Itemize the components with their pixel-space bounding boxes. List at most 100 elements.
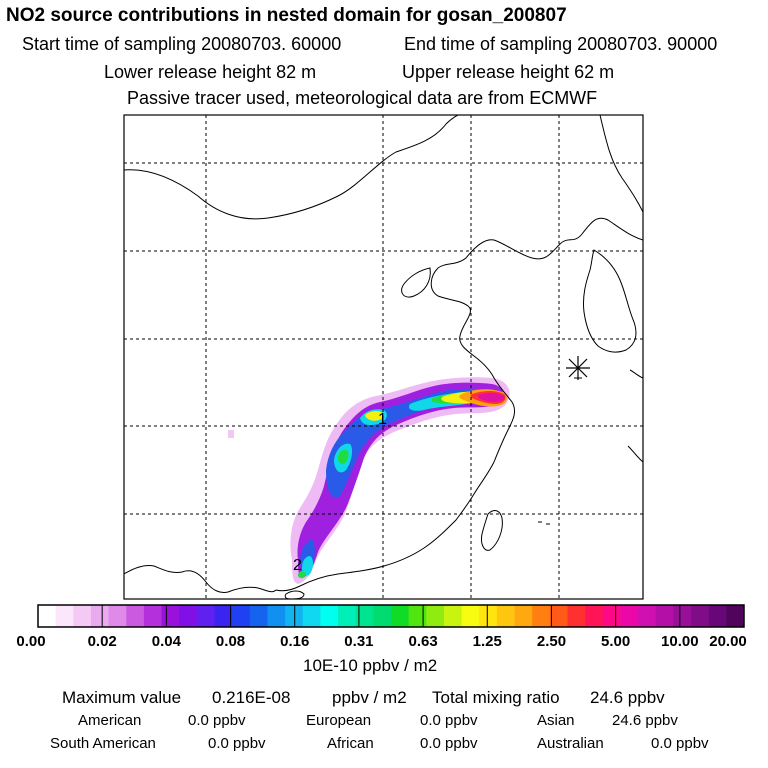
colorbar-tick-label: 2.50 xyxy=(536,633,567,650)
colorbar-swatch xyxy=(285,605,304,627)
source-european-label: European xyxy=(306,712,372,729)
plume-magenta-core xyxy=(478,392,505,402)
source-asian-label: Asian xyxy=(537,712,575,729)
colorbar-tick-label: 1.25 xyxy=(472,633,502,650)
max-value-number: 0.216E-08 xyxy=(212,688,291,707)
colorbar-swatch xyxy=(673,605,692,627)
japan-coast-line xyxy=(629,369,643,379)
chart-title: NO2 source contributions in nested domai… xyxy=(6,5,567,26)
colorbar-swatch xyxy=(585,605,604,627)
plume-speck xyxy=(228,430,234,438)
colorbar-swatch xyxy=(38,605,57,627)
taiwan-coast-line xyxy=(481,510,503,551)
colorbar-swatch xyxy=(320,605,339,627)
total-mixing-ratio-value: 24.6 ppbv xyxy=(590,688,665,707)
colorbar-swatch xyxy=(214,605,233,627)
colorbar-swatch xyxy=(179,605,198,627)
source-african-label: African xyxy=(327,735,374,752)
max-value-unit: ppbv / m2 xyxy=(332,688,407,707)
colorbar-swatch xyxy=(108,605,127,627)
colorbar-swatch xyxy=(461,605,480,627)
end-time-text: End time of sampling 20080703. 90000 xyxy=(404,34,718,54)
colorbar-swatch xyxy=(655,605,674,627)
colorbar-swatch xyxy=(232,605,251,627)
passive-tracer-text: Passive tracer used, meteorological data… xyxy=(127,88,598,108)
colorbar-swatch xyxy=(302,605,321,627)
korea-coast-line xyxy=(583,249,637,353)
colorbar-swatch xyxy=(267,605,286,627)
colorbar-swatch xyxy=(355,605,374,627)
total-mixing-ratio-label: Total mixing ratio xyxy=(432,688,560,707)
colorbar-swatch xyxy=(443,605,462,627)
colorbar-unit-label: 10E-10 ppbv / m2 xyxy=(303,656,438,675)
receptor-1-label: 1 xyxy=(378,411,387,428)
source-australian-value: 0.0 ppbv xyxy=(651,735,709,752)
colorbar-swatch xyxy=(620,605,639,627)
start-time-text: Start time of sampling 20080703. 60000 xyxy=(22,34,342,54)
source-australian-label: Australian xyxy=(537,735,604,752)
colorbar-swatch xyxy=(55,605,74,627)
colorbar-swatch xyxy=(161,605,180,627)
map-frame xyxy=(123,114,644,600)
colorbar-swatch xyxy=(426,605,445,627)
bohai-coast-line xyxy=(401,267,431,298)
source-american-label: American xyxy=(78,712,142,729)
upper-height-text: Upper release height 62 m xyxy=(402,62,615,82)
colorbar-swatch xyxy=(143,605,162,627)
colorbar-swatch xyxy=(479,605,498,627)
plume-field xyxy=(228,377,510,584)
colorbar-swatch xyxy=(567,605,586,627)
colorbar-swatch xyxy=(532,605,551,627)
source-american-value: 0.0 ppbv xyxy=(188,712,246,729)
source-south-american-label: South American xyxy=(50,735,156,752)
plume-yellow-core xyxy=(365,391,492,421)
colorbar-swatch xyxy=(708,605,727,627)
colorbar-tick-label: 10.00 xyxy=(661,633,699,650)
map-boundaries xyxy=(124,115,643,599)
colorbar-swatch xyxy=(249,605,268,627)
source-african-value: 0.0 ppbv xyxy=(420,735,478,752)
colorbar-swatch xyxy=(638,605,657,627)
colorbar-frame xyxy=(37,604,745,628)
map-grid xyxy=(124,115,643,599)
source-asian-value: 24.6 ppbv xyxy=(612,712,678,729)
colorbar-swatch xyxy=(73,605,92,627)
colorbar-swatch xyxy=(408,605,427,627)
colorbar-tick-label: 0.02 xyxy=(87,633,117,650)
kyushu-coast-line xyxy=(627,445,643,463)
colorbar-swatch xyxy=(196,605,215,627)
colorbar-swatch xyxy=(549,605,568,627)
colorbar-tick-label: 0.04 xyxy=(151,633,181,650)
source-european-value: 0.0 ppbv xyxy=(420,712,478,729)
colorbar-swatch xyxy=(391,605,410,627)
gosan-site-icon xyxy=(566,356,590,380)
colorbar-tick-label: 0.63 xyxy=(408,633,438,650)
colorbar-tick-label: 20.00 xyxy=(709,633,747,650)
plume-blue-body xyxy=(300,388,499,573)
colorbar-swatch xyxy=(338,605,357,627)
colorbar-swatch xyxy=(126,605,145,627)
colorbar-swatch xyxy=(691,605,710,627)
colorbar-swatch xyxy=(602,605,621,627)
max-value-label: Maximum value xyxy=(62,688,182,707)
colorbar-tick-label: 0.00 xyxy=(16,633,46,650)
colorbar-swatch xyxy=(726,605,745,627)
colorbar-tick-label: 0.16 xyxy=(280,633,310,650)
source-south-american-value: 0.0 ppbv xyxy=(208,735,266,752)
colorbar-tick-label: 0.08 xyxy=(215,633,246,650)
colorbar-swatch xyxy=(496,605,515,627)
receptor-2-label: 2 xyxy=(293,557,302,574)
hainan-coast-line xyxy=(284,590,305,599)
colorbar-tick-label: 0.31 xyxy=(344,633,374,650)
north-border-line-east xyxy=(599,115,643,213)
colorbar xyxy=(37,604,745,628)
colorbar-swatch xyxy=(514,605,533,627)
colorbar-swatch xyxy=(90,605,109,627)
southwest-border-line xyxy=(124,565,277,593)
north-border-line xyxy=(124,115,459,220)
colorbar-swatch xyxy=(373,605,392,627)
lower-height-text: Lower release height 82 m xyxy=(104,62,317,82)
northeast-coast-line xyxy=(275,217,643,592)
colorbar-tick-label: 5.00 xyxy=(601,633,631,650)
